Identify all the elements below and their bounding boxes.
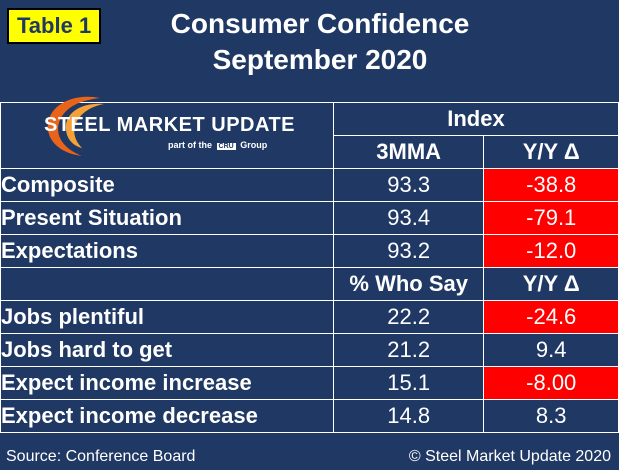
page-title: Consumer Confidence September 2020 bbox=[120, 6, 520, 78]
row-label: Expect income decrease bbox=[0, 399, 334, 433]
table-row: Composite 93.3 -38.8 bbox=[0, 168, 619, 202]
row-label: Composite bbox=[0, 168, 334, 202]
logo-sub-pre: part of the bbox=[168, 140, 212, 150]
subheader-blank bbox=[0, 267, 334, 301]
title-line-2: September 2020 bbox=[212, 44, 428, 75]
table-row: Expect income decrease 14.8 8.3 bbox=[0, 399, 619, 433]
index-header: Index bbox=[332, 102, 619, 136]
logo-subtitle: part of the CRU Group bbox=[168, 140, 267, 150]
source-note: Source: Conference Board bbox=[6, 448, 196, 465]
col-header-percent: % Who Say bbox=[332, 267, 485, 301]
row-value: 93.4 bbox=[332, 201, 485, 235]
logo-wordmark: STEEL MARKET UPDATE bbox=[44, 114, 295, 136]
col-header-yy: Y/Y Δ bbox=[483, 135, 619, 169]
table-row: Jobs plentiful 22.2 -24.6 bbox=[0, 300, 619, 334]
row-change: -38.8 bbox=[483, 168, 619, 202]
title-line-1: Consumer Confidence bbox=[170, 8, 470, 39]
table-tag: Table 1 bbox=[7, 8, 102, 44]
logo-sub-post: Group bbox=[240, 140, 268, 150]
row-value: 22.2 bbox=[332, 300, 485, 334]
row-label: Jobs plentiful bbox=[0, 300, 334, 334]
row-change: 9.4 bbox=[483, 333, 619, 367]
table-row: Expectations 93.2 -12.0 bbox=[0, 234, 619, 268]
table-row: Expect income increase 15.1 -8.00 bbox=[0, 366, 619, 400]
cru-badge: CRU bbox=[216, 143, 236, 150]
row-value: 15.1 bbox=[332, 366, 485, 400]
col-header-yy-2: Y/Y Δ bbox=[483, 267, 619, 301]
row-value: 14.8 bbox=[332, 399, 485, 433]
col-header-3mma: 3MMA bbox=[332, 135, 485, 169]
subheader-row: % Who Say Y/Y Δ bbox=[0, 267, 619, 301]
row-label: Present Situation bbox=[0, 201, 334, 235]
footer: Source: Conference Board © Steel Market … bbox=[0, 444, 619, 470]
row-value: 93.3 bbox=[332, 168, 485, 202]
table-row: Present Situation 93.4 -79.1 bbox=[0, 201, 619, 235]
row-change: -79.1 bbox=[483, 201, 619, 235]
row-change: -12.0 bbox=[483, 234, 619, 268]
copyright-note: © Steel Market Update 2020 bbox=[408, 448, 611, 465]
table-row: Jobs hard to get 21.2 9.4 bbox=[0, 333, 619, 367]
row-label: Expectations bbox=[0, 234, 334, 268]
row-value: 93.2 bbox=[332, 234, 485, 268]
row-change: 8.3 bbox=[483, 399, 619, 433]
confidence-table: Index 3MMA Y/Y Δ Composite 93.3 -38.8 Prese… bbox=[0, 102, 619, 433]
row-label: Jobs hard to get bbox=[0, 333, 334, 367]
row-label: Expect income increase bbox=[0, 366, 334, 400]
row-change: -8.00 bbox=[483, 366, 619, 400]
row-value: 21.2 bbox=[332, 333, 485, 367]
swoosh-icon bbox=[47, 96, 104, 156]
row-change: -24.6 bbox=[483, 300, 619, 334]
steel-market-update-logo: STEEL MARKET UPDATE part of the CRU Grou… bbox=[30, 90, 300, 160]
